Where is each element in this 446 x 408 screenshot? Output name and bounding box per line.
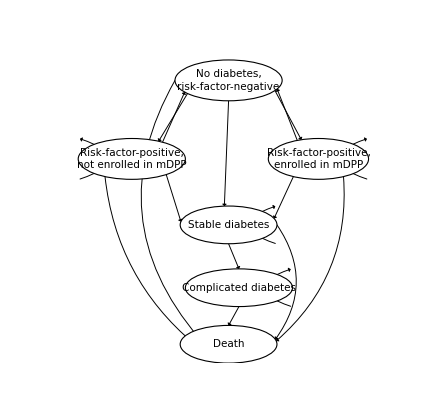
Ellipse shape — [268, 138, 368, 180]
Ellipse shape — [180, 206, 277, 244]
Ellipse shape — [78, 138, 186, 180]
Ellipse shape — [186, 269, 293, 306]
Text: Death: Death — [213, 339, 244, 349]
Ellipse shape — [175, 60, 282, 101]
Text: Complicated diabetes: Complicated diabetes — [182, 283, 296, 293]
Text: No diabetes,
risk-factor-negative: No diabetes, risk-factor-negative — [178, 69, 280, 91]
Ellipse shape — [180, 326, 277, 363]
Text: Risk-factor-positive,
enrolled in mDPP: Risk-factor-positive, enrolled in mDPP — [267, 148, 370, 170]
Text: Risk-factor-positive,
not enrolled in mDPP: Risk-factor-positive, not enrolled in mD… — [77, 148, 186, 170]
Text: Stable diabetes: Stable diabetes — [188, 220, 269, 230]
